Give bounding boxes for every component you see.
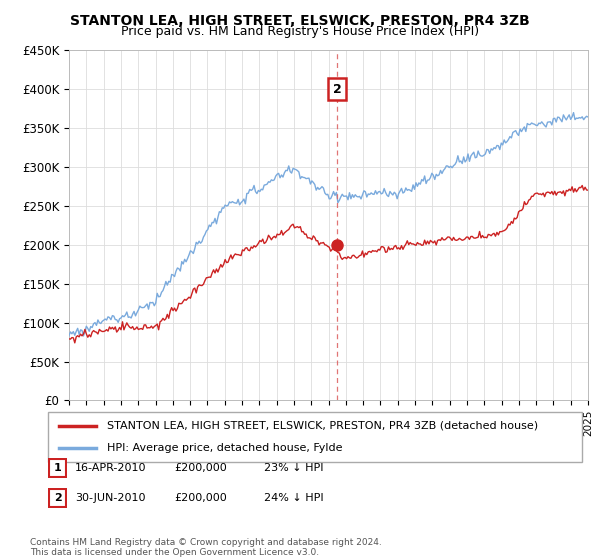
- Text: 2: 2: [54, 493, 61, 503]
- Text: 24% ↓ HPI: 24% ↓ HPI: [264, 493, 323, 503]
- Text: 2: 2: [333, 83, 341, 96]
- FancyBboxPatch shape: [49, 459, 66, 477]
- FancyBboxPatch shape: [48, 412, 582, 462]
- Text: 16-APR-2010: 16-APR-2010: [75, 463, 146, 473]
- Text: HPI: Average price, detached house, Fylde: HPI: Average price, detached house, Fyld…: [107, 443, 342, 453]
- Text: Contains HM Land Registry data © Crown copyright and database right 2024.
This d: Contains HM Land Registry data © Crown c…: [30, 538, 382, 557]
- Text: Price paid vs. HM Land Registry's House Price Index (HPI): Price paid vs. HM Land Registry's House …: [121, 25, 479, 38]
- Text: £200,000: £200,000: [174, 493, 227, 503]
- Text: £200,000: £200,000: [174, 463, 227, 473]
- Text: STANTON LEA, HIGH STREET, ELSWICK, PRESTON, PR4 3ZB: STANTON LEA, HIGH STREET, ELSWICK, PREST…: [70, 14, 530, 28]
- Text: 30-JUN-2010: 30-JUN-2010: [75, 493, 146, 503]
- Text: 1: 1: [54, 463, 61, 473]
- Text: STANTON LEA, HIGH STREET, ELSWICK, PRESTON, PR4 3ZB (detached house): STANTON LEA, HIGH STREET, ELSWICK, PREST…: [107, 421, 538, 431]
- Text: 23% ↓ HPI: 23% ↓ HPI: [264, 463, 323, 473]
- FancyBboxPatch shape: [49, 489, 66, 507]
